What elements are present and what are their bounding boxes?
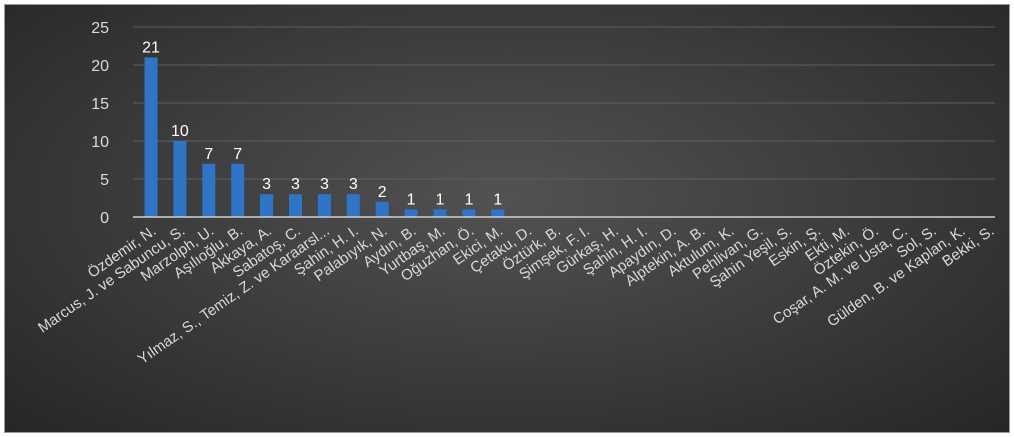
bar xyxy=(404,209,418,217)
bar xyxy=(260,194,274,217)
bar xyxy=(202,163,216,217)
data-label: 3 xyxy=(262,176,271,193)
gridlines xyxy=(133,26,995,180)
bars xyxy=(144,57,505,218)
data-label: 10 xyxy=(171,123,189,140)
data-label: 1 xyxy=(464,191,473,208)
data-label: 1 xyxy=(436,191,445,208)
y-tick-label: 15 xyxy=(91,96,109,113)
y-tick-label: 10 xyxy=(91,134,109,151)
chart-area: 0 5 10 15 20 25 21 Özdemir, N. 10 Marcus, J. ve S… xyxy=(4,4,1010,433)
bar xyxy=(231,163,245,217)
bar xyxy=(462,209,476,217)
x-tick-label: Marcus, J. ve Sabuncu, S. xyxy=(35,222,188,336)
data-label: 7 xyxy=(204,146,213,163)
y-tick-label: 5 xyxy=(100,172,109,189)
bar xyxy=(289,194,302,217)
y-tick-label: 25 xyxy=(91,20,109,37)
bar xyxy=(433,209,447,217)
y-tick-label: 20 xyxy=(91,58,109,75)
data-label: 2 xyxy=(378,184,387,201)
bar xyxy=(144,57,158,218)
bar xyxy=(491,209,505,217)
bar xyxy=(317,194,331,217)
y-tick-label: 0 xyxy=(100,210,109,227)
bar xyxy=(173,141,187,217)
data-label: 1 xyxy=(407,191,416,208)
bar xyxy=(346,194,360,217)
data-label: 3 xyxy=(320,176,329,193)
data-label: 7 xyxy=(233,146,242,163)
data-label: 21 xyxy=(142,39,160,56)
data-label: 1 xyxy=(493,191,502,208)
bar xyxy=(375,201,389,217)
data-label: 3 xyxy=(291,176,300,193)
data-label: 3 xyxy=(349,176,358,193)
